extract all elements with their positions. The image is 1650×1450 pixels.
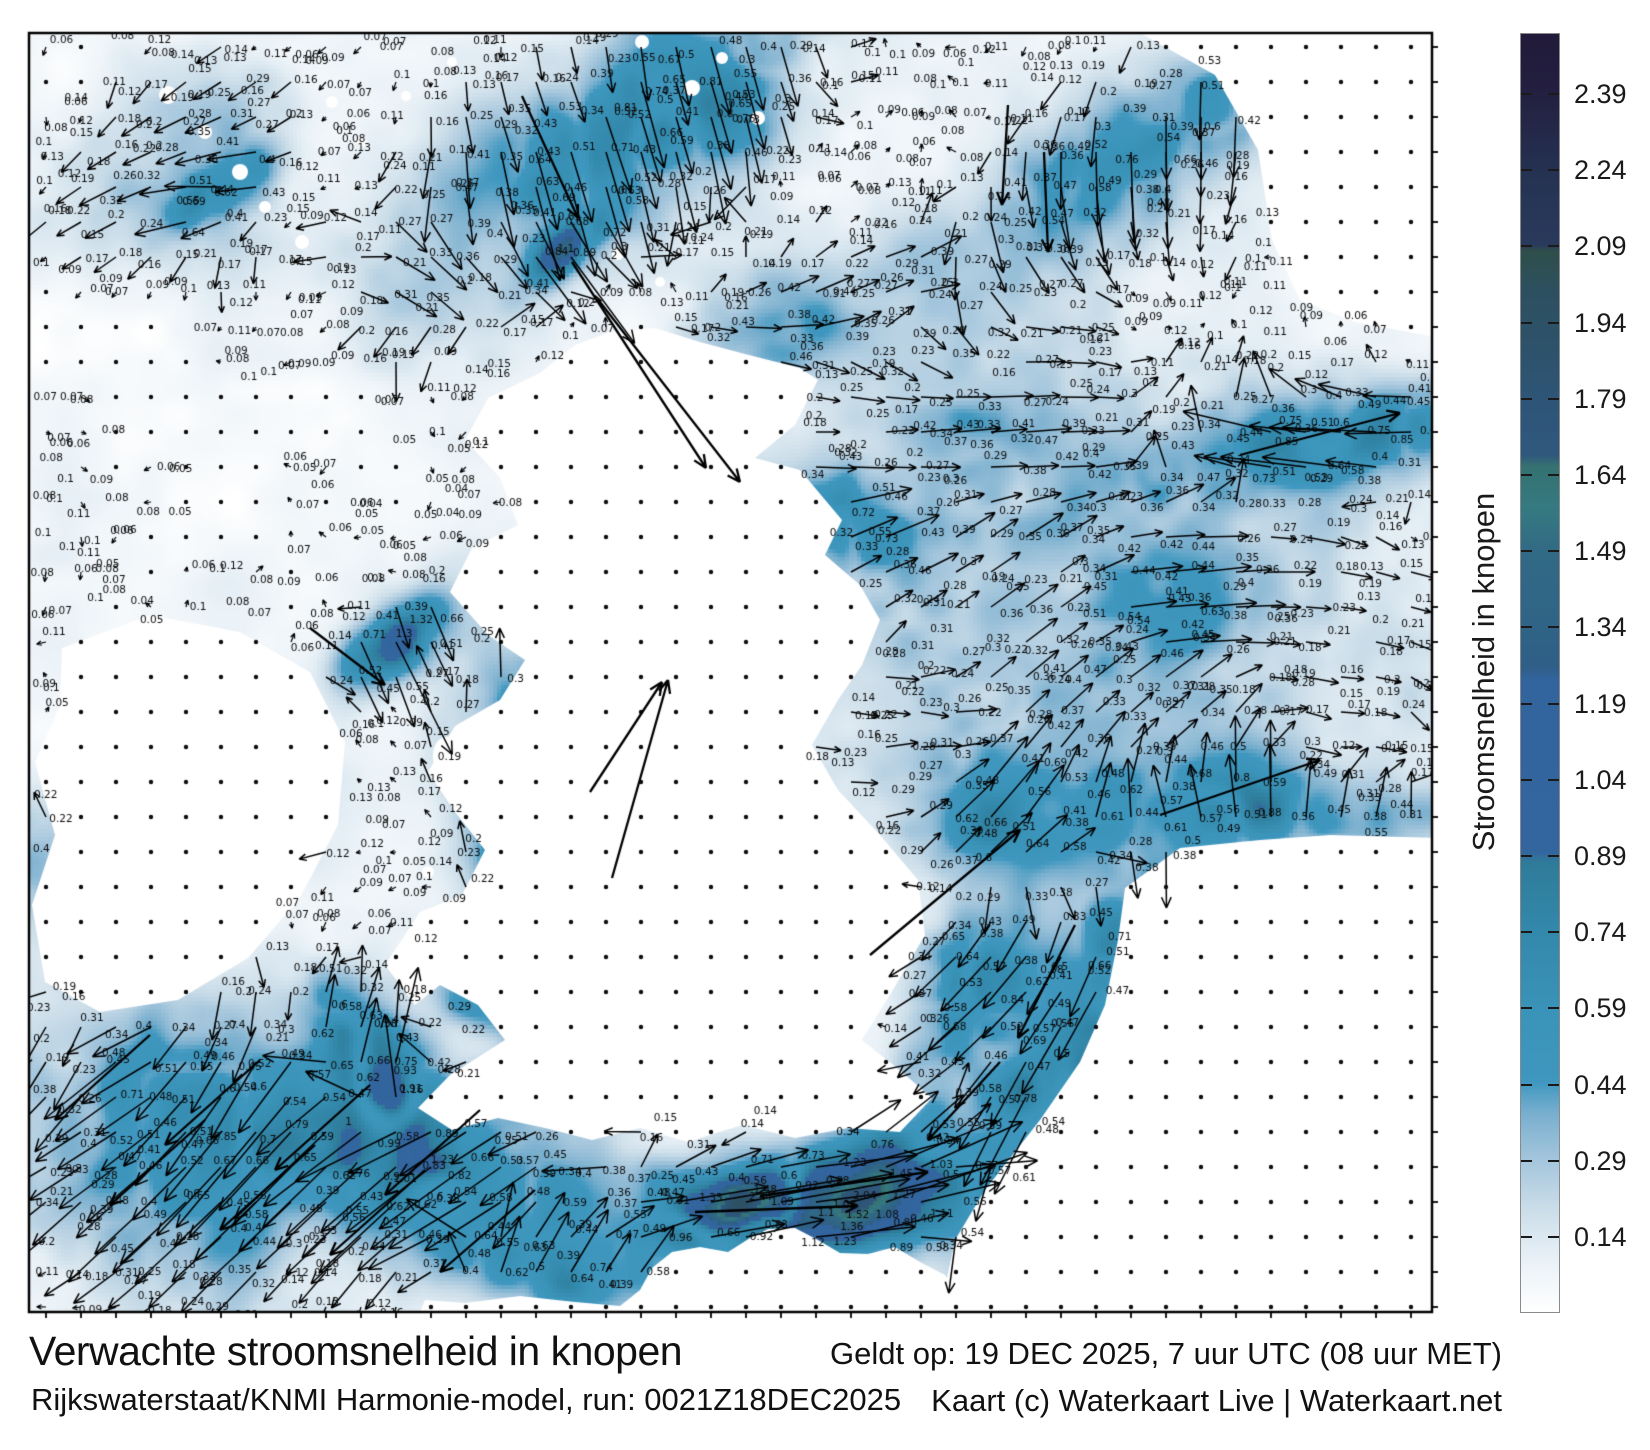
colorbar-tick — [1548, 1236, 1559, 1238]
colorbar-tick-label: 2.09 — [1574, 231, 1627, 262]
colorbar — [1520, 33, 1560, 1313]
colorbar-axis-label: Stroomsnelheid in knopen — [1466, 492, 1501, 852]
colorbar-tick — [1521, 321, 1532, 324]
colorbar-tick — [1548, 1007, 1559, 1010]
colorbar-tick — [1548, 1083, 1559, 1086]
colorbar-tick — [1548, 321, 1559, 324]
colorbar-tick — [1521, 1236, 1532, 1238]
map-title: Verwachte stroomsnelheid in knopen — [29, 1328, 683, 1374]
colorbar-tick-label: 1.64 — [1574, 460, 1627, 490]
colorbar-tick-label: 1.19 — [1574, 688, 1627, 719]
colorbar-tick — [1548, 626, 1559, 629]
colorbar-tick-label: 0.74 — [1574, 917, 1627, 948]
colorbar-tick — [1521, 855, 1532, 857]
colorbar-tick-label: 0.44 — [1574, 1069, 1627, 1100]
colorbar-tick-label: 2.24 — [1574, 155, 1627, 186]
colorbar-tick — [1521, 169, 1532, 172]
colorbar-tick — [1521, 397, 1532, 400]
colorbar-tick — [1548, 397, 1559, 400]
map-canvas — [21, 25, 1440, 1320]
colorbar-tick — [1521, 550, 1532, 553]
colorbar-tick — [1548, 93, 1559, 95]
colorbar-tick — [1521, 93, 1532, 95]
colorbar-tick-label: 1.49 — [1574, 536, 1627, 567]
colorbar-tick — [1548, 245, 1559, 248]
valid-time: Geldt op: 19 DEC 2025, 7 uur UTC (08 uur… — [830, 1336, 1502, 1371]
colorbar-tick — [1521, 778, 1532, 781]
colorbar-tick — [1548, 169, 1559, 172]
colorbar-tick-label: 1.94 — [1574, 307, 1627, 338]
colorbar-tick — [1521, 1159, 1532, 1162]
map-credit: Kaart (c) Waterkaart Live | Waterkaart.n… — [931, 1383, 1502, 1418]
colorbar-tick — [1548, 855, 1559, 857]
colorbar-tick — [1521, 1007, 1532, 1010]
colorbar-tick — [1548, 931, 1559, 934]
colorbar-tick — [1548, 474, 1559, 476]
colorbar-tick — [1548, 1159, 1559, 1162]
colorbar-tick — [1521, 626, 1532, 629]
colorbar-tick-label: 0.89 — [1574, 841, 1627, 871]
colorbar-tick — [1521, 702, 1532, 705]
colorbar-tick-label: 1.04 — [1574, 764, 1627, 795]
colorbar-tick — [1548, 702, 1559, 705]
colorbar-tick-label: 0.59 — [1574, 993, 1627, 1024]
colorbar-tick — [1521, 474, 1532, 476]
colorbar-tick-label: 0.29 — [1574, 1145, 1627, 1176]
colorbar-tick-label: 2.39 — [1574, 79, 1627, 109]
model-run-info: Rijkswaterstaat/KNMI Harmonie-model, run… — [31, 1382, 902, 1417]
current-speed-map — [21, 25, 1440, 1320]
colorbar-tick-label: 0.14 — [1574, 1222, 1627, 1252]
colorbar-tick-label: 1.34 — [1574, 612, 1627, 643]
colorbar-tick-label: 1.79 — [1574, 383, 1627, 414]
colorbar-tick — [1548, 550, 1559, 553]
colorbar-tick — [1521, 245, 1532, 248]
colorbar-tick — [1548, 778, 1559, 781]
colorbar-tick — [1521, 931, 1532, 934]
colorbar-tick — [1521, 1083, 1532, 1086]
